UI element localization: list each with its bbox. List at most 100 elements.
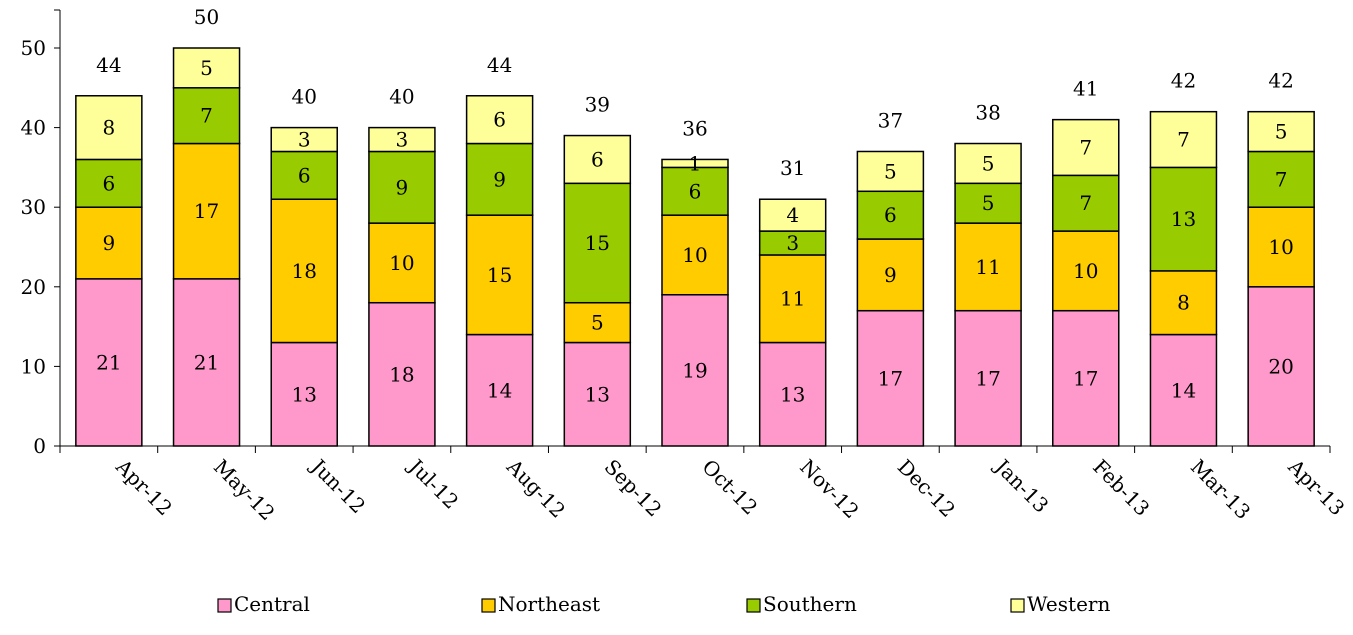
x-tick-label: Mar-13	[1186, 455, 1255, 524]
legend-label: Western	[1027, 592, 1110, 616]
segment-value-label: 11	[975, 255, 1000, 279]
bar-segment-western	[270, 126, 338, 153]
bar-segment-central	[954, 309, 1022, 447]
bar-segment-southern	[954, 182, 1022, 224]
segment-value-label: 21	[96, 350, 121, 374]
total-value-label: 42	[1171, 69, 1196, 93]
legend-item-northeast: Northeast	[481, 592, 600, 616]
segment-value-label: 17	[975, 366, 1000, 390]
total-value-label: 38	[975, 101, 1000, 125]
bar-segment-southern	[1247, 150, 1315, 208]
bar-segment-southern	[75, 158, 143, 208]
segment-value-label: 7	[200, 104, 213, 128]
x-tick-label: Apr-13	[1283, 454, 1349, 520]
legend: Central Northeast Southern Western	[217, 592, 1110, 616]
bar-segment-southern	[368, 150, 436, 224]
y-tick-label: 10	[21, 354, 46, 378]
x-tick-label: Nov-12	[795, 455, 864, 524]
segment-value-label: 5	[982, 151, 995, 175]
legend-swatch	[746, 598, 761, 613]
bar-stack-nov-12: 13 11 3 4	[758, 198, 827, 447]
bar-segment-central	[75, 278, 143, 447]
segment-value-label: 6	[591, 147, 604, 171]
legend-item-western: Western	[1010, 592, 1110, 616]
segment-value-label: 5	[200, 56, 213, 80]
total-value-label: 37	[878, 108, 903, 132]
y-tick-label: 50	[21, 36, 46, 60]
segment-value-label: 15	[487, 263, 512, 287]
total-value-label: 42	[1268, 69, 1293, 93]
bar-segment-central	[758, 341, 827, 447]
bar-stack-apr-12: 21 9 6 8	[75, 95, 143, 447]
x-tick-label: Apr-12	[111, 454, 177, 520]
segment-value-label: 7	[1079, 191, 1092, 215]
segment-value-label: 10	[1268, 235, 1293, 259]
segment-value-label: 19	[682, 358, 707, 382]
segment-value-label: 9	[493, 167, 506, 191]
bar-segment-northeast	[954, 222, 1022, 312]
legend-label: Northeast	[498, 592, 600, 616]
bar-segment-central	[1149, 333, 1218, 447]
segment-value-label: 17	[194, 199, 219, 223]
segment-value-label: 3	[396, 128, 409, 152]
x-tick-label: Aug-12	[501, 454, 570, 523]
x-tick-label: Dec-12	[893, 455, 960, 522]
bar-segment-western	[465, 95, 534, 145]
legend-swatch	[481, 598, 496, 613]
bar-stack-apr-13: 20 10 7 5	[1247, 110, 1315, 447]
total-value-label: 44	[96, 53, 121, 77]
bar-segment-western	[172, 47, 241, 89]
bar-stack-aug-12: 14 15 9 6	[465, 95, 534, 447]
x-tick-label: Jan-13	[989, 453, 1053, 517]
x-tick-label: Sep-12	[600, 455, 667, 522]
segment-value-label: 3	[786, 231, 799, 255]
bar-stack-mar-13: 14 8 13 7	[1149, 110, 1218, 447]
bar-segment-southern	[1052, 174, 1120, 232]
bar-segment-central	[172, 278, 241, 447]
segment-value-label: 13	[292, 382, 317, 406]
segment-value-label: 6	[493, 108, 506, 132]
x-tick-label: May-12	[209, 455, 280, 526]
bar-segment-western	[1149, 110, 1218, 169]
segment-value-label: 4	[786, 203, 799, 227]
segment-value-label: 9	[884, 263, 897, 287]
bar-segment-southern	[856, 190, 925, 240]
bar-segment-central	[368, 301, 436, 447]
bar-stack-oct-12: 19 10 6 1	[661, 151, 729, 447]
bar-segment-central	[1247, 286, 1315, 447]
total-value-label: 36	[682, 116, 707, 140]
segment-value-label: 8	[1177, 291, 1190, 315]
segment-value-label: 5	[1275, 120, 1288, 144]
segment-value-label: 5	[982, 191, 995, 215]
segment-value-label: 6	[884, 203, 897, 227]
segment-value-label: 10	[682, 243, 707, 267]
segment-value-label: 13	[585, 382, 610, 406]
y-tick-label: 0	[33, 434, 46, 458]
segment-value-label: 13	[780, 382, 805, 406]
total-value-label: 40	[389, 85, 414, 109]
segment-value-label: 18	[292, 259, 317, 283]
segment-value-label: 5	[591, 311, 604, 335]
bar-segment-western	[758, 198, 827, 232]
legend-swatch	[217, 598, 232, 613]
bar-segment-northeast	[75, 206, 143, 280]
bar-segment-central	[856, 309, 925, 447]
bar-segment-western	[1247, 110, 1315, 153]
segment-value-label: 15	[585, 231, 610, 255]
segment-value-label: 6	[298, 163, 311, 187]
legend-swatch	[1010, 598, 1025, 613]
segment-value-label: 20	[1268, 354, 1293, 378]
segment-value-label: 11	[780, 287, 805, 311]
x-tick-label: Jun-12	[305, 453, 370, 518]
segment-value-label: 18	[389, 362, 414, 386]
legend-item-southern: Southern	[746, 592, 857, 616]
total-value-label: 44	[487, 53, 512, 77]
legend-label: Central	[234, 592, 310, 616]
bar-stack-sep-12: 13 5 15 6	[563, 134, 632, 447]
bar-stack-feb-13: 17 10 7 7	[1052, 118, 1120, 447]
bar-stack-may-12: 21 17 7 5	[172, 47, 241, 447]
bar-segment-western	[563, 134, 632, 185]
bar-stack-jun-12: 13 18 6 3	[270, 126, 338, 447]
segment-value-label: 7	[1177, 128, 1190, 152]
